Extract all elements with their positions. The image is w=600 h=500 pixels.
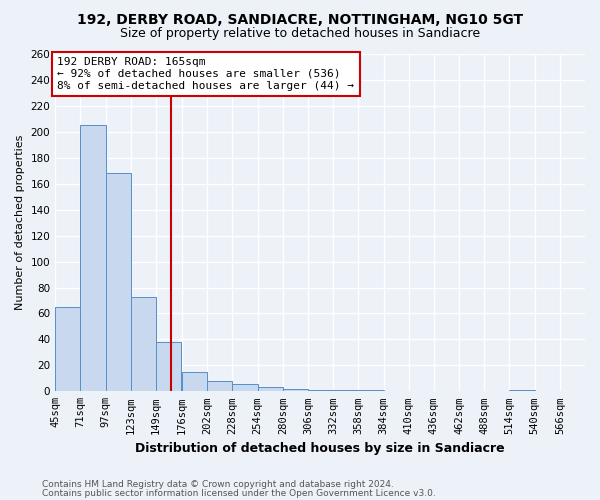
Text: 192 DERBY ROAD: 165sqm
← 92% of detached houses are smaller (536)
8% of semi-det: 192 DERBY ROAD: 165sqm ← 92% of detached… [57, 58, 354, 90]
Bar [308, 390, 333, 392]
Bar [257, 388, 283, 392]
Bar [509, 390, 535, 392]
Text: 192, DERBY ROAD, SANDIACRE, NOTTINGHAM, NG10 5GT: 192, DERBY ROAD, SANDIACRE, NOTTINGHAM, … [77, 12, 523, 26]
Bar [106, 174, 131, 392]
Text: Contains public sector information licensed under the Open Government Licence v3: Contains public sector information licen… [42, 488, 436, 498]
X-axis label: Distribution of detached houses by size in Sandiacre: Distribution of detached houses by size … [135, 442, 505, 455]
Text: Contains HM Land Registry data © Crown copyright and database right 2024.: Contains HM Land Registry data © Crown c… [42, 480, 394, 489]
Bar [131, 296, 156, 392]
Y-axis label: Number of detached properties: Number of detached properties [15, 135, 25, 310]
Bar [207, 381, 232, 392]
Bar [283, 388, 308, 392]
Bar [232, 384, 257, 392]
Bar [182, 372, 207, 392]
Text: Size of property relative to detached houses in Sandiacre: Size of property relative to detached ho… [120, 28, 480, 40]
Bar [55, 307, 80, 392]
Bar [333, 390, 358, 392]
Bar [156, 342, 181, 392]
Bar [80, 126, 106, 392]
Bar [358, 390, 383, 392]
